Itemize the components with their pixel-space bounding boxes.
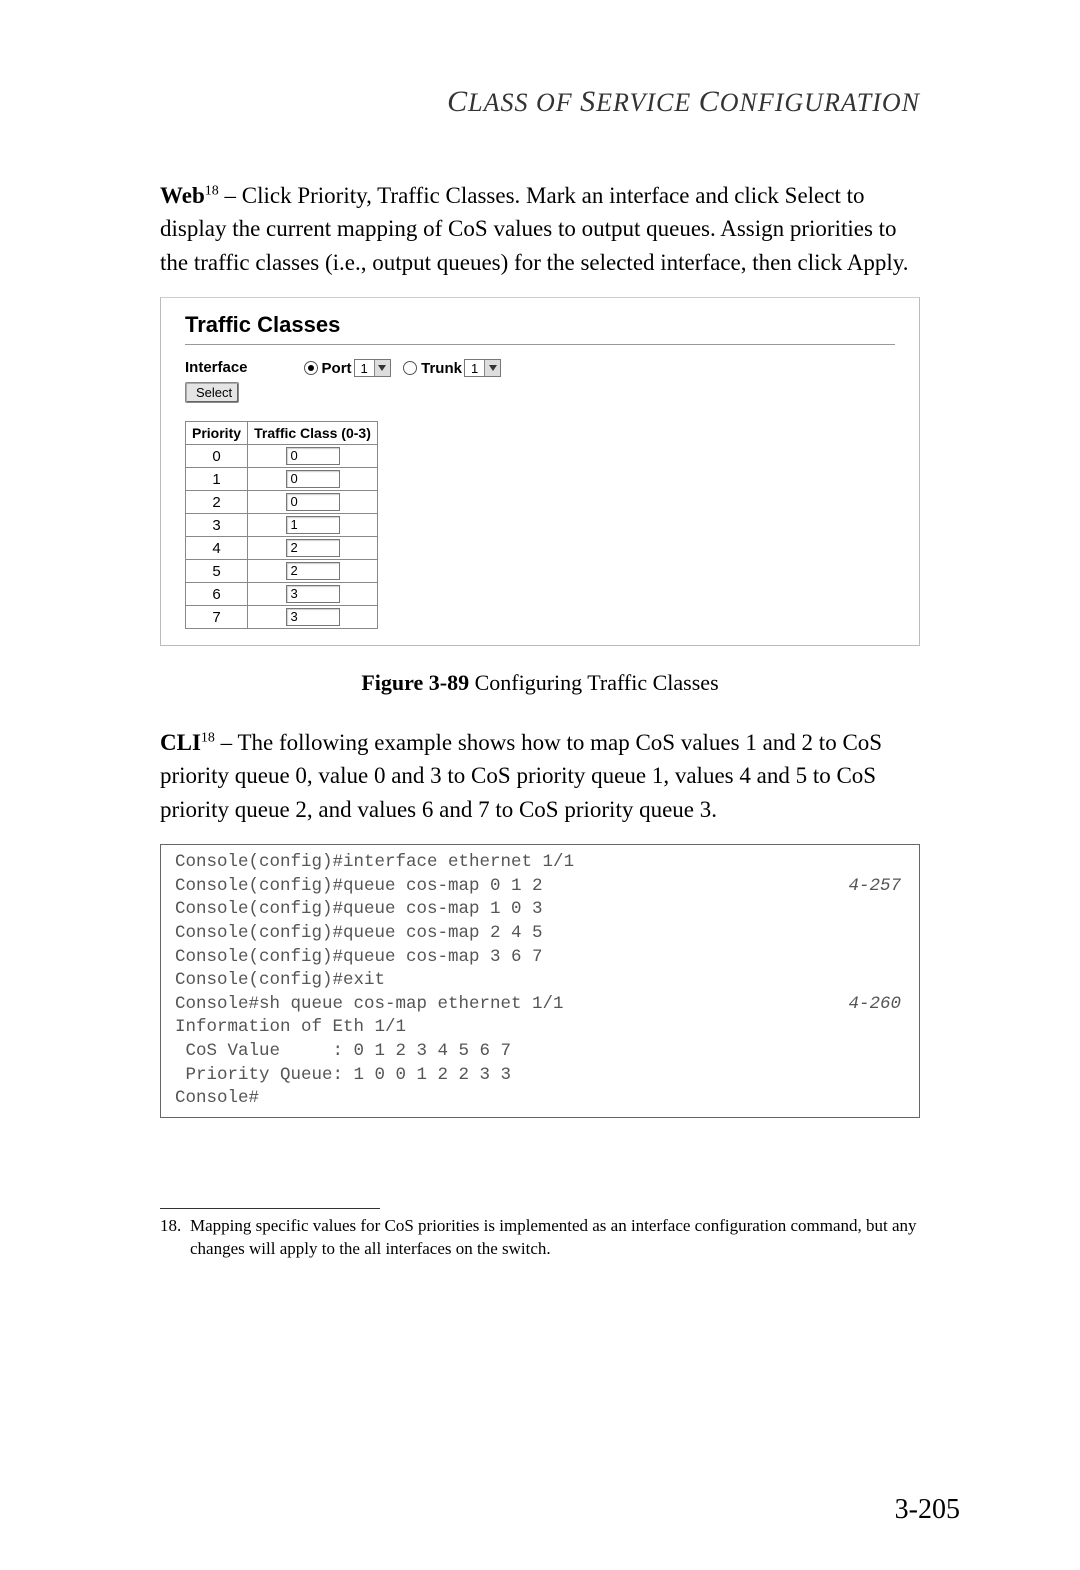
chevron-down-icon (484, 360, 500, 376)
header-text: LASS OF (468, 88, 580, 117)
interface-row: Interface Select Port 1 Trunk 1 (185, 359, 895, 403)
web-label: Web (160, 183, 205, 208)
cli-label: CLI (160, 730, 201, 755)
priority-cell: 3 (186, 514, 248, 537)
trunk-dropdown[interactable]: 1 (464, 359, 501, 377)
cli-line: CoS Value : 0 1 2 3 4 5 6 7 (175, 1040, 905, 1064)
cli-text: Console(config)#exit (175, 969, 385, 993)
traffic-class-input[interactable]: 3 (286, 585, 340, 603)
cli-output-box: Console(config)#interface ethernet 1/1Co… (160, 844, 920, 1118)
traffic-classes-panel: Traffic Classes Interface Select Port 1 … (160, 297, 920, 646)
traffic-class-input[interactable]: 0 (286, 470, 340, 488)
cli-line: Console(config)#queue cos-map 2 4 5 (175, 922, 905, 946)
traffic-class-input[interactable]: 3 (286, 608, 340, 626)
cli-line: Console(config)#queue cos-map 0 1 2 4-257 (175, 875, 905, 899)
port-trunk-radio-group: Port 1 Trunk 1 (304, 359, 502, 377)
footnote-num: 18. (160, 1215, 182, 1261)
chevron-down-icon (374, 360, 390, 376)
traffic-class-input[interactable]: 2 (286, 562, 340, 580)
traffic-class-table: Priority Traffic Class (0-3) 00102031425… (185, 421, 378, 629)
cli-line: Information of Eth 1/1 (175, 1016, 905, 1040)
priority-cell: 2 (186, 491, 248, 514)
web-text: – Click Priority, Traffic Classes. Mark … (160, 183, 909, 275)
cli-text: – The following example shows how to map… (160, 730, 882, 822)
traffic-class-cell: 3 (248, 606, 378, 629)
traffic-class-cell: 1 (248, 514, 378, 537)
priority-cell: 0 (186, 445, 248, 468)
cli-page-ref: 4-260 (848, 993, 905, 1017)
priority-cell: 7 (186, 606, 248, 629)
port-value: 1 (355, 360, 374, 376)
traffic-class-cell: 0 (248, 445, 378, 468)
footnote-rule (160, 1208, 380, 1209)
cli-line: Console#sh queue cos-map ethernet 1/1 4-2… (175, 993, 905, 1017)
cli-line: Console(config)#exit (175, 969, 905, 993)
port-radio[interactable] (304, 361, 318, 375)
traffic-class-input[interactable]: 0 (286, 493, 340, 511)
footnote: 18. Mapping specific values for CoS prio… (160, 1215, 920, 1261)
traffic-class-cell: 2 (248, 537, 378, 560)
cli-text: Console(config)#queue cos-map 1 0 3 (175, 898, 543, 922)
traffic-class-cell: 0 (248, 491, 378, 514)
cli-text: Information of Eth 1/1 (175, 1016, 406, 1040)
figure-label: Figure 3-89 (361, 670, 469, 695)
port-label: Port (322, 360, 352, 377)
traffic-class-cell: 0 (248, 468, 378, 491)
cli-text: Console# (175, 1087, 259, 1111)
web-paragraph: Web18 – Click Priority, Traffic Classes.… (160, 179, 920, 279)
cli-text: Priority Queue: 1 0 0 1 2 2 3 3 (175, 1064, 511, 1088)
cli-text: Console(config)#interface ethernet 1/1 (175, 851, 574, 875)
traffic-class-input[interactable]: 1 (286, 516, 340, 534)
col-traffic-class: Traffic Class (0-3) (248, 422, 378, 445)
traffic-class-input[interactable]: 0 (286, 447, 340, 465)
cli-footnote-ref: 18 (201, 730, 215, 745)
interface-label: Interface (185, 359, 248, 376)
cli-text: Console(config)#queue cos-map 0 1 2 (175, 875, 543, 899)
priority-cell: 1 (186, 468, 248, 491)
web-footnote-ref: 18 (205, 183, 219, 198)
table-row: 00 (186, 445, 378, 468)
table-row: 10 (186, 468, 378, 491)
table-row: 73 (186, 606, 378, 629)
table-row: 31 (186, 514, 378, 537)
priority-cell: 4 (186, 537, 248, 560)
figure-text: Configuring Traffic Classes (469, 670, 719, 695)
traffic-class-cell: 3 (248, 583, 378, 606)
page-number: 3-205 (895, 1494, 960, 1526)
table-row: 63 (186, 583, 378, 606)
cli-text: Console#sh queue cos-map ethernet 1/1 (175, 993, 564, 1017)
page-header-title: CLASS OF SERVICE CONFIGURATION (160, 85, 920, 119)
cli-line: Console(config)#queue cos-map 1 0 3 (175, 898, 905, 922)
footnote-text: Mapping specific values for CoS prioriti… (190, 1215, 920, 1261)
priority-cell: 5 (186, 560, 248, 583)
trunk-radio[interactable] (403, 361, 417, 375)
table-row: 20 (186, 491, 378, 514)
select-button[interactable]: Select (185, 382, 239, 403)
cli-line: Console(config)#queue cos-map 3 6 7 (175, 946, 905, 970)
cli-line: Priority Queue: 1 0 0 1 2 2 3 3 (175, 1064, 905, 1088)
cli-paragraph: CLI18 – The following example shows how … (160, 726, 920, 826)
col-priority: Priority (186, 422, 248, 445)
cli-text: Console(config)#queue cos-map 2 4 5 (175, 922, 543, 946)
trunk-label: Trunk (421, 360, 462, 377)
figure-caption: Figure 3-89 Configuring Traffic Classes (160, 670, 920, 696)
cli-line: Console# (175, 1087, 905, 1111)
cli-text: CoS Value : 0 1 2 3 4 5 6 7 (175, 1040, 511, 1064)
traffic-class-cell: 2 (248, 560, 378, 583)
cli-text: Console(config)#queue cos-map 3 6 7 (175, 946, 543, 970)
cli-line: Console(config)#interface ethernet 1/1 (175, 851, 905, 875)
panel-title: Traffic Classes (185, 312, 895, 345)
table-row: 52 (186, 560, 378, 583)
cli-page-ref: 4-257 (848, 875, 905, 899)
priority-cell: 6 (186, 583, 248, 606)
port-dropdown[interactable]: 1 (354, 359, 391, 377)
trunk-value: 1 (465, 360, 484, 376)
traffic-class-input[interactable]: 2 (286, 539, 340, 557)
table-row: 42 (186, 537, 378, 560)
